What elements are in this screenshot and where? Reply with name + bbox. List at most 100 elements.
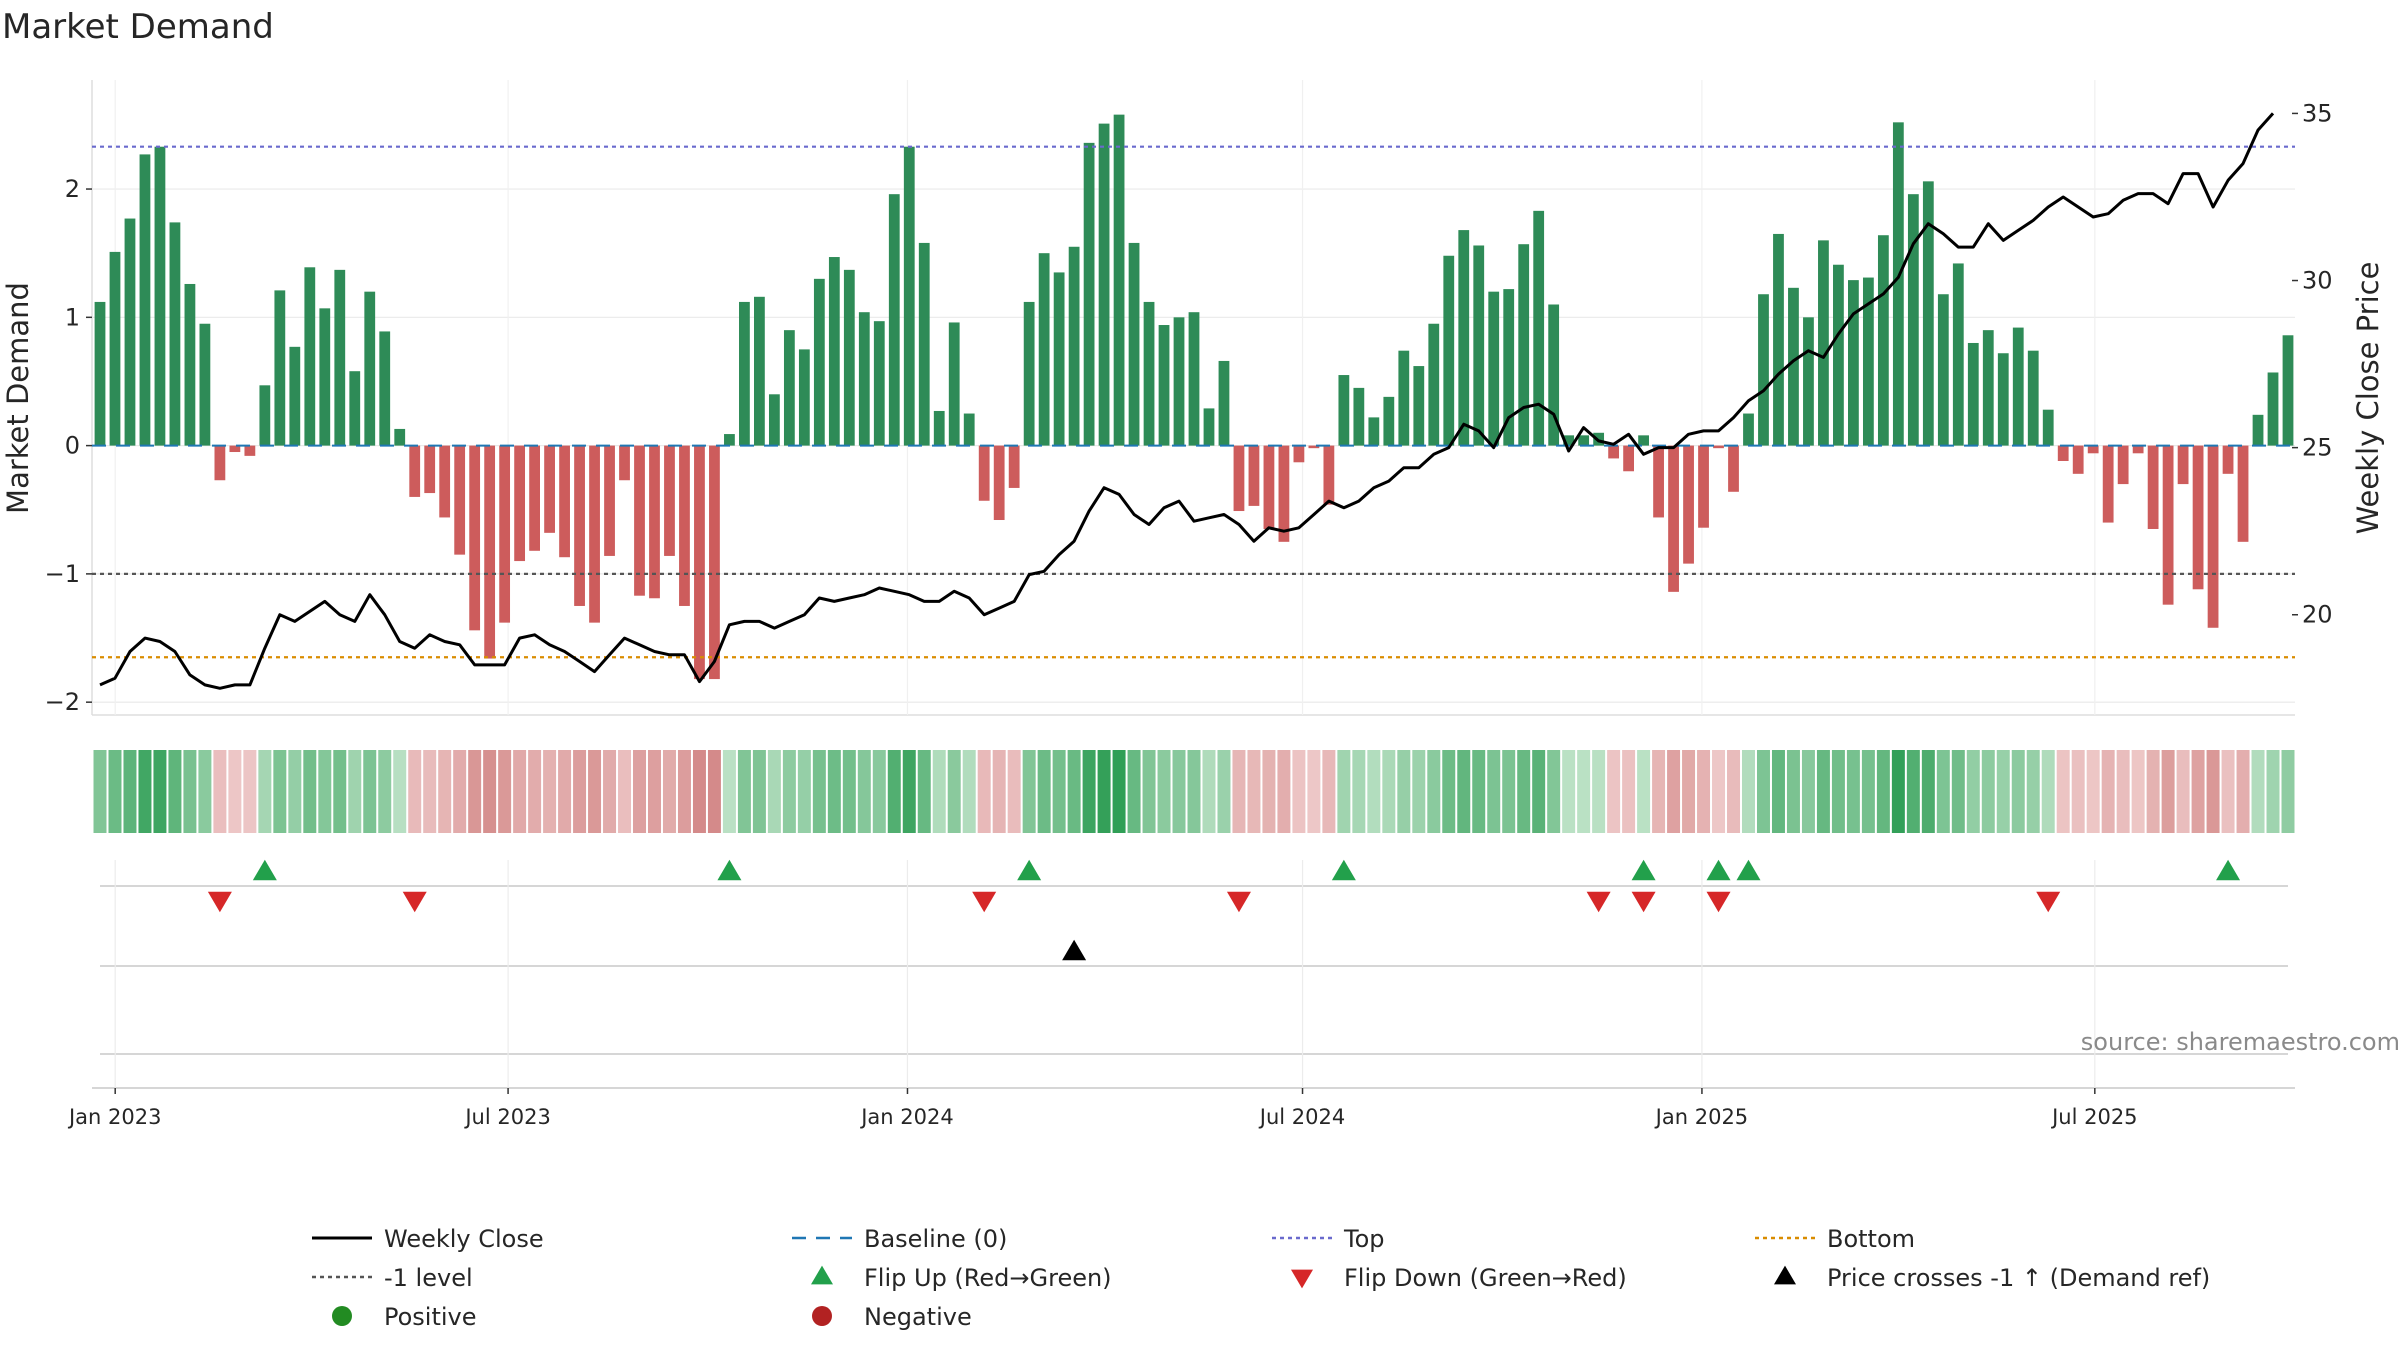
y2-tick-label: 30 [2302,267,2333,295]
demand-bar [1533,210,1545,446]
demand-bar [124,218,136,446]
legend-label: Flip Down (Green→Red) [1344,1264,1627,1292]
heat-cell [333,750,347,833]
heat-cell [2191,750,2205,833]
demand-bar [1308,445,1320,449]
heat-cell [1067,750,1081,833]
heat-cell [138,750,152,833]
legend-item-bottom: Bottom [1755,1225,1915,1253]
x-tick-label: Jul 2023 [463,1105,550,1129]
demand-bar [679,445,690,606]
flip-up-marker [1017,859,1042,881]
heat-cell [558,750,572,833]
heat-cell [1996,750,2010,833]
heat-cell [1562,750,1576,833]
demand-bar [739,301,750,446]
heat-cell [677,750,691,833]
heat-cell [93,750,107,833]
heat-cell [153,750,167,833]
left-y-axis: −2 −1 0 1 2 [45,175,92,716]
demand-bar [1907,194,1919,446]
heat-cell [1007,750,1021,833]
heat-cell [483,750,497,833]
demand-bar [484,445,496,659]
heat-cell [1022,750,1036,833]
heat-cell [797,750,811,833]
demand-bar [2147,445,2159,529]
heat-cell [2056,750,2070,833]
heat-cell [1052,750,1066,833]
heat-cell [123,750,137,833]
demand-bar [828,257,840,446]
heat-cell [872,750,886,833]
demand-bar [274,290,286,446]
demand-bar [529,445,540,551]
heat-cell [1876,750,1890,833]
demand-bar [1668,445,1679,592]
heat-cell [1292,750,1306,833]
heat-cell [1322,750,1336,833]
heat-cell [692,750,706,833]
demand-bar [1967,342,1979,446]
demand-bar [2132,445,2144,454]
heat-cell [1682,750,1696,833]
heat-cell [2041,750,2055,833]
demand-bar [2042,409,2054,446]
source-credit: source: sharemaestro.com [2081,1028,2400,1056]
heat-cell [842,750,856,833]
demand-bar [2177,445,2189,485]
demand-bar [1548,304,1560,446]
legend-label: Positive [384,1303,477,1331]
demand-bar [304,267,316,446]
demand-bar [2027,350,2039,446]
demand-bar [783,330,795,446]
heat-cell [498,750,512,833]
heat-cell [363,750,377,833]
demand-bar [319,308,331,446]
x-tick-label: Jul 2025 [2050,1105,2137,1129]
demand-bar [1683,445,1694,564]
heat-cell [468,750,482,833]
heat-cell [348,750,362,833]
legend-triangle-up-icon [811,1265,833,1285]
demand-bar [1158,325,1170,446]
demand-bar [1728,445,1739,492]
heat-cell [2206,750,2220,833]
demand-bar [1443,255,1455,446]
flip-down-marker [972,891,997,913]
y-tick-label: −1 [45,560,80,588]
demand-bar [244,445,256,456]
demand-bar [963,413,975,446]
demand-bar [1997,353,2009,446]
heat-cell [1607,750,1621,833]
demand-bar [709,445,720,680]
heat-cell [917,750,931,833]
demand-bar [634,445,645,596]
demand-bar [933,410,945,446]
demand-bar [2222,445,2234,474]
heat-cell [2251,750,2265,833]
heat-cell [588,750,602,833]
heat-cell [1801,750,1815,833]
flip-down-marker [1631,891,1656,913]
flip-down-marker [1706,891,1731,913]
heat-cell [573,750,587,833]
heat-cell [1247,750,1261,833]
demand-bar [1188,312,1200,446]
heat-cell [453,750,467,833]
demand-bar [978,445,990,501]
legend-item-flip_down: Flip Down (Green→Red) [1291,1264,1627,1292]
demand-bar [1143,301,1155,446]
legend-label: Flip Up (Red→Green) [864,1264,1112,1292]
demand-bar [1368,417,1380,446]
demand-bar [1877,235,1889,446]
heat-cell [2116,750,2130,833]
heat-cell [1966,750,1980,833]
heat-cell [1906,750,1920,833]
heat-cell [902,750,916,833]
demand-bar [858,312,870,446]
demand-bar [664,445,675,556]
heat-cell [1816,750,1830,833]
flip-down-marker [207,891,232,913]
demand-bar [1338,375,1350,446]
